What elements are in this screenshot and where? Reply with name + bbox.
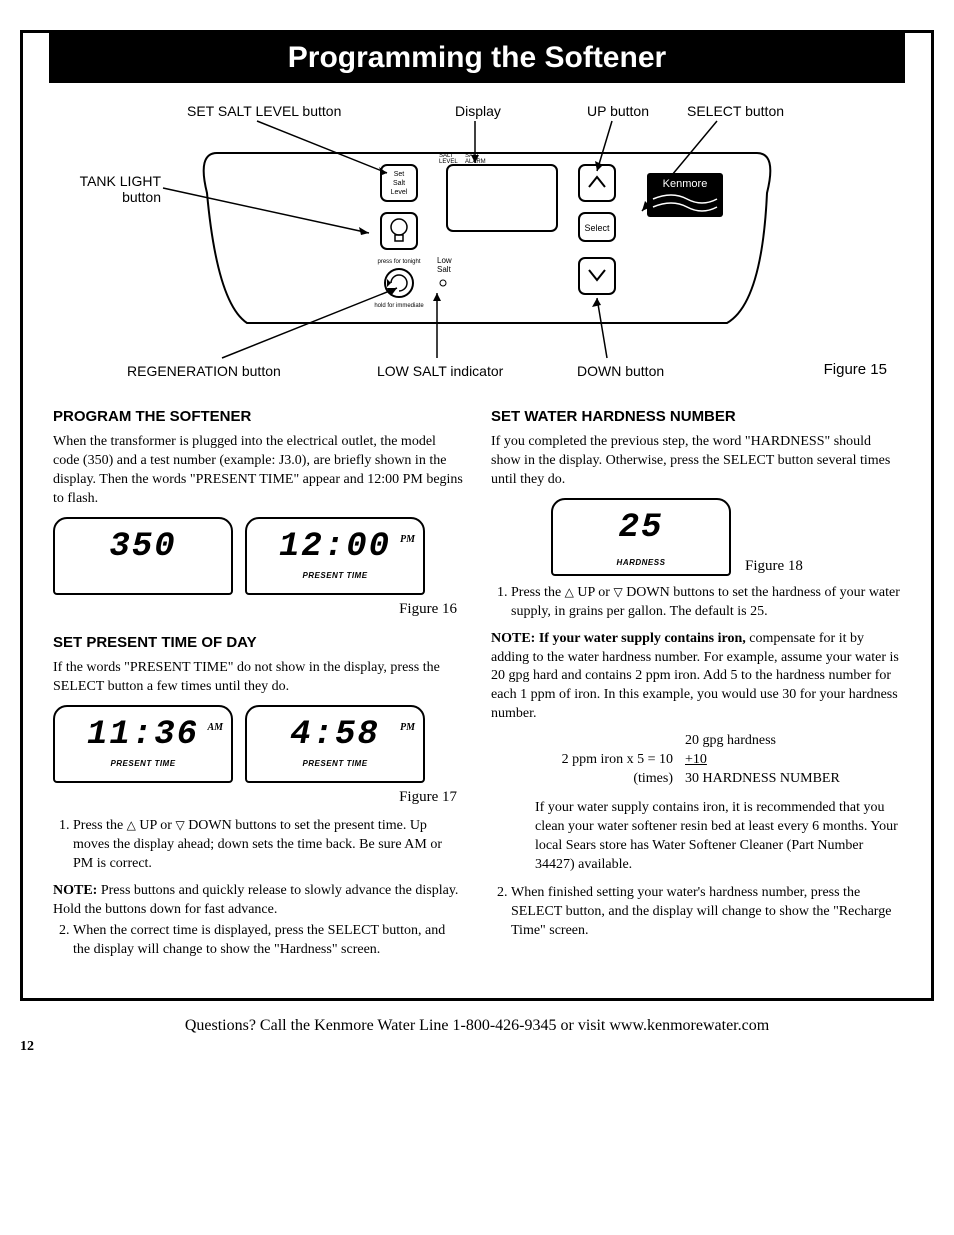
label-select: SELECT button [687, 103, 784, 119]
label-down: DOWN button [577, 363, 664, 379]
label-tank-light: TANK LIGHT button [71, 173, 161, 205]
down-triangle-icon: ▽ [175, 817, 184, 833]
note-label: NOTE: [53, 883, 97, 898]
up-triangle-icon: △ [127, 817, 136, 833]
panel-svg: Set Salt Level SALT LEVEL SALT ALARM pre… [67, 103, 887, 383]
figure-18-caption: Figure 18 [745, 556, 803, 576]
figure-16-caption: Figure 16 [53, 599, 457, 619]
label-up: UP button [587, 103, 649, 119]
iron-note-2: If your water supply contains iron, it i… [491, 799, 901, 875]
svg-text:press for tonight: press for tonight [377, 259, 420, 265]
lcd-1200-label: PRESENT TIME [247, 571, 423, 582]
lcd-458-label: PRESENT TIME [247, 759, 423, 770]
heading-program: PROGRAM THE SOFTENER [53, 407, 463, 427]
control-panel-figure: SET SALT LEVEL button Display UP button … [67, 103, 887, 383]
calc-r3l: (times) [535, 770, 685, 789]
label-regen: REGENERATION button [127, 363, 281, 379]
time-note: NOTE: Press buttons and quickly release … [53, 882, 463, 920]
hardness-step-1a: Press the [511, 585, 565, 600]
calc-r3r: 30 HARDNESS NUMBER [685, 770, 840, 789]
page-number: 12 [20, 1039, 934, 1055]
lcd-1200-value: 12:00 [247, 525, 423, 571]
hardness-step-1: Press the △ UP or ▽ DOWN buttons to set … [511, 584, 901, 622]
label-display: Display [455, 103, 501, 119]
svg-text:Salt: Salt [393, 180, 405, 187]
calc-r2l: 2 ppm iron x 5 = 10 [535, 751, 685, 770]
lcd-model: 350 [53, 517, 233, 595]
calc-r1l [535, 732, 685, 751]
svg-text:Level: Level [391, 189, 408, 196]
svg-text:ALARM: ALARM [465, 159, 486, 165]
lcd-1200: 12:00 PM PRESENT TIME [245, 517, 425, 595]
page-title: Programming the Softener [49, 33, 905, 83]
lcd-1136: 11:36 AM PRESENT TIME [53, 705, 233, 783]
time-step-2: When the correct time is displayed, pres… [73, 922, 463, 960]
label-set-salt: SET SALT LEVEL button [187, 103, 341, 119]
lcd-1136-ampm: AM [207, 721, 223, 735]
svg-text:hold for immediate: hold for immediate [374, 303, 424, 309]
down-triangle-icon-2: ▽ [613, 584, 622, 600]
figure-17-caption: Figure 17 [53, 787, 457, 807]
hardness-paragraph: If you completed the previous step, the … [491, 433, 901, 490]
program-paragraph: When the transformer is plugged into the… [53, 433, 463, 509]
hardness-step-2: When finished setting your water's hardn… [511, 884, 901, 941]
heading-hardness: SET WATER HARDNESS NUMBER [491, 407, 901, 427]
svg-text:Kenmore: Kenmore [663, 178, 708, 190]
page-border: Programming the Softener SET SALT LEVEL … [20, 30, 934, 1001]
up-triangle-icon-2: △ [565, 584, 574, 600]
footer-text: Questions? Call the Kenmore Water Line 1… [20, 1017, 934, 1035]
lcd-1136-value: 11:36 [55, 713, 231, 759]
figure-15-caption: Figure 15 [824, 361, 887, 378]
iron-note: NOTE: If your water supply contains iron… [491, 630, 901, 724]
lcd-458: 4:58 PM PRESENT TIME [245, 705, 425, 783]
time-step-1a: Press the [73, 818, 127, 833]
iron-note-label: NOTE: [491, 631, 535, 646]
lcd-hardness-label: HARDNESS [553, 558, 729, 569]
lcd-1200-ampm: PM [400, 533, 415, 547]
svg-text:Low: Low [437, 256, 452, 265]
heading-set-time: SET PRESENT TIME OF DAY [53, 633, 463, 653]
hardness-step-1b: UP or [574, 585, 614, 600]
svg-text:Select: Select [584, 223, 610, 233]
iron-note-bold: If your water supply contains iron, [539, 631, 746, 646]
set-time-paragraph: If the words "PRESENT TIME" do not show … [53, 659, 463, 697]
label-low-salt: LOW SALT indicator [377, 363, 503, 379]
svg-text:Salt: Salt [437, 265, 452, 274]
lcd-458-value: 4:58 [247, 713, 423, 759]
lcd-model-value: 350 [55, 525, 231, 571]
lcd-1136-label: PRESENT TIME [55, 759, 231, 770]
label-tank-light-text: TANK LIGHT button [80, 173, 161, 205]
hardness-calc: 20 gpg hardness 2 ppm iron x 5 = 10+10 (… [535, 732, 901, 789]
time-note-body: Press buttons and quickly release to slo… [53, 883, 458, 917]
lcd-458-ampm: PM [400, 721, 415, 735]
calc-r1r: 20 gpg hardness [685, 732, 776, 751]
time-step-1: Press the △ UP or ▽ DOWN buttons to set … [73, 817, 463, 874]
left-column: PROGRAM THE SOFTENER When the transforme… [53, 393, 463, 968]
svg-text:Set: Set [394, 171, 405, 178]
lcd-hardness-value: 25 [553, 506, 729, 552]
calc-r2r: +10 [685, 751, 707, 770]
svg-text:LEVEL: LEVEL [439, 159, 458, 165]
right-column: SET WATER HARDNESS NUMBER If you complet… [491, 393, 901, 968]
time-step-1b: UP or [136, 818, 176, 833]
lcd-hardness: 25 HARDNESS [551, 498, 731, 576]
